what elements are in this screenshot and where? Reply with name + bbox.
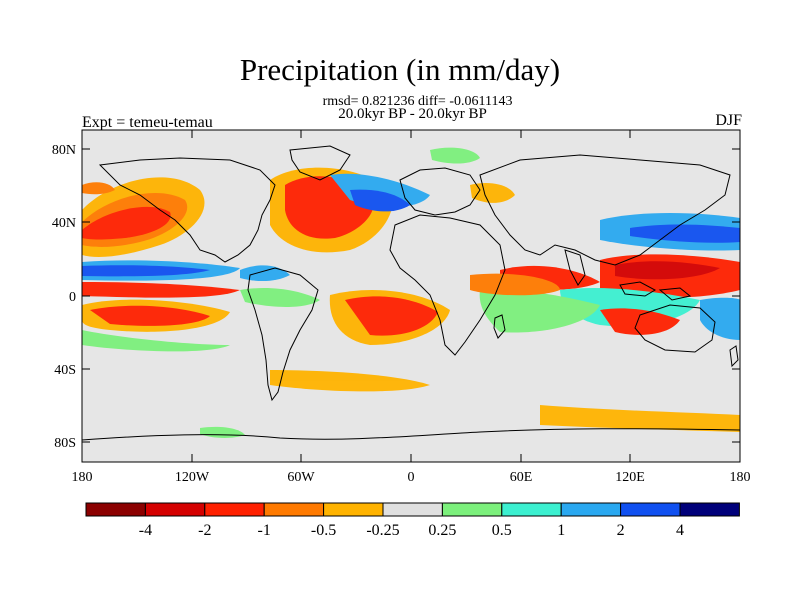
season-label: DJF [715, 112, 742, 129]
stats-line: rmsd= 0.821236 diff= -0.0611143 [322, 94, 513, 109]
coastlines [82, 145, 740, 441]
colorbar-label-8: 2 [617, 522, 625, 539]
lon-tick-180w: 180 [72, 470, 93, 485]
lon-tick-120w: 120W [175, 470, 210, 485]
colorbar-box-1 [144, 502, 206, 517]
lon-tick-120e: 120E [615, 470, 645, 485]
lon-tick-180e: 180 [730, 470, 751, 485]
lat-tick-80n: 80N [52, 143, 76, 158]
colorbar-box-8 [560, 502, 622, 517]
colorbar-label-6: 0.5 [492, 522, 512, 539]
colorbar-box-0 [85, 502, 146, 517]
colorbar-box-6 [441, 502, 503, 517]
colorbar-label-3: -0.5 [311, 522, 336, 539]
lat-tick-40s: 40S [54, 363, 76, 378]
plot-title: Precipitation (in mm/day) [239, 52, 561, 87]
colorbar-box-9 [620, 502, 681, 517]
colorbar-box-3 [263, 502, 325, 517]
colorbar: -4 -2 -1 -0.5 -0.25 0.25 0.5 1 2 4 [85, 502, 740, 539]
colorbar-box-4 [323, 502, 384, 517]
colorbar-box-5 [382, 502, 443, 517]
colorbar-label-5: 0.25 [428, 522, 456, 539]
lat-tick-40n: 40N [52, 216, 76, 231]
colorbar-label-1: -2 [198, 522, 211, 539]
lon-tick-60w: 60W [287, 470, 315, 485]
precip-fields [82, 147, 740, 438]
lon-tick-60e: 60E [510, 470, 533, 485]
colorbar-label-9: 4 [676, 522, 684, 539]
lat-tick-0: 0 [69, 290, 76, 305]
experiment-label: Expt = temeu-temau [82, 114, 213, 131]
colorbar-box-7 [501, 502, 562, 517]
axis-ticks [81, 130, 741, 462]
colorbar-label-7: 1 [557, 522, 565, 539]
colorbar-label-4: -0.25 [366, 522, 399, 539]
colorbar-label-2: -1 [258, 522, 271, 539]
lon-tick-0: 0 [408, 470, 415, 485]
lat-tick-80s: 80S [54, 436, 76, 451]
colorbar-box-2 [204, 502, 265, 517]
time-line: 20.0kyr BP - 20.0kyr BP [338, 106, 487, 122]
colorbar-box-10 [679, 502, 740, 517]
colorbar-label-0: -4 [139, 522, 152, 539]
map-panel [82, 130, 740, 462]
